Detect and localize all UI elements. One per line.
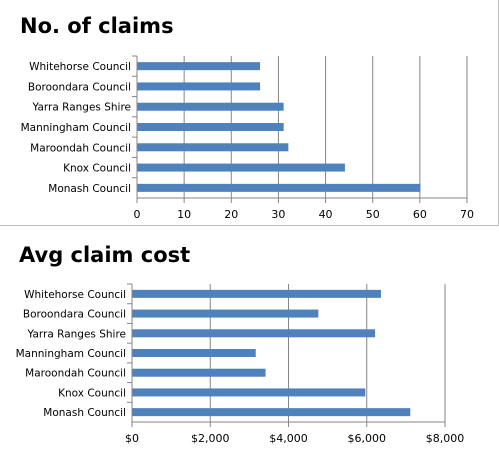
chart-title: No. of claims: [20, 14, 174, 38]
bar: [137, 183, 421, 192]
x-tick-label: 40: [319, 208, 333, 221]
category-labels: Whitehorse Council Boroondara Council Yarr…: [21, 61, 131, 195]
tick-labels: 0 10 20 30 40 50 60 70: [134, 208, 475, 221]
category-label: Boroondara Council: [23, 309, 126, 321]
bars: [132, 289, 411, 417]
category-label: Yarra Ranges Shire: [32, 102, 132, 114]
category-label: Maroondah Council: [30, 142, 131, 154]
claims-count-chart-panel: No. of claims Whitehorse Council Boroonda…: [0, 0, 499, 226]
axes: [127, 283, 446, 427]
category-label: Knox Council: [58, 387, 126, 399]
category-label: Boroondara Council: [28, 81, 131, 93]
x-tick-label: $6,000: [348, 432, 387, 445]
chart-title: Avg claim cost: [19, 243, 190, 267]
axes: [132, 55, 468, 203]
bar: [137, 82, 261, 91]
category-label: Manningham Council: [21, 122, 131, 134]
x-tick-label: 50: [366, 208, 380, 221]
bar: [132, 329, 376, 338]
x-tick-label: 70: [460, 208, 474, 221]
category-label: Knox Council: [63, 163, 131, 175]
x-tick-label: $0: [125, 432, 139, 445]
avg-cost-chart-panel: Avg claim cost Whitehorse Council Boroond…: [0, 232, 499, 463]
category-label: Whitehorse Council: [29, 61, 131, 73]
x-tick-label: $4,000: [269, 432, 308, 445]
claims-count-chart: No. of claims Whitehorse Council Boroonda…: [20, 14, 475, 221]
x-tick-label: 60: [413, 208, 427, 221]
tick-labels: $0 $2,000 $4,000 $6,000 $8,000: [125, 432, 464, 445]
bar: [132, 309, 319, 318]
category-label: Maroondah Council: [25, 368, 126, 380]
bar: [137, 163, 345, 172]
bar: [137, 123, 284, 131]
category-label: Whitehorse Council: [24, 289, 126, 301]
bar: [137, 62, 261, 71]
bar: [132, 289, 381, 298]
bar: [137, 102, 284, 111]
bar: [132, 408, 411, 417]
x-tick-label: 20: [224, 208, 238, 221]
x-tick-label: 10: [177, 208, 191, 221]
bar: [132, 388, 366, 397]
category-label: Monash Council: [48, 183, 131, 195]
x-tick-label: $8,000: [426, 432, 465, 445]
avg-cost-chart: Avg claim cost Whitehorse Council Boroond…: [16, 243, 465, 445]
category-label: Manningham Council: [16, 348, 126, 360]
x-tick-label: $2,000: [191, 432, 230, 445]
bar: [132, 349, 256, 357]
category-label: Yarra Ranges Shire: [27, 328, 127, 340]
bar: [137, 143, 289, 152]
bar: [132, 368, 266, 377]
x-tick-label: 30: [271, 208, 285, 221]
x-tick-label: 0: [134, 208, 141, 221]
category-label: Monash Council: [43, 407, 126, 419]
category-labels: Whitehorse Council Boroondara Council Yarr…: [16, 289, 126, 419]
bars: [137, 62, 421, 192]
